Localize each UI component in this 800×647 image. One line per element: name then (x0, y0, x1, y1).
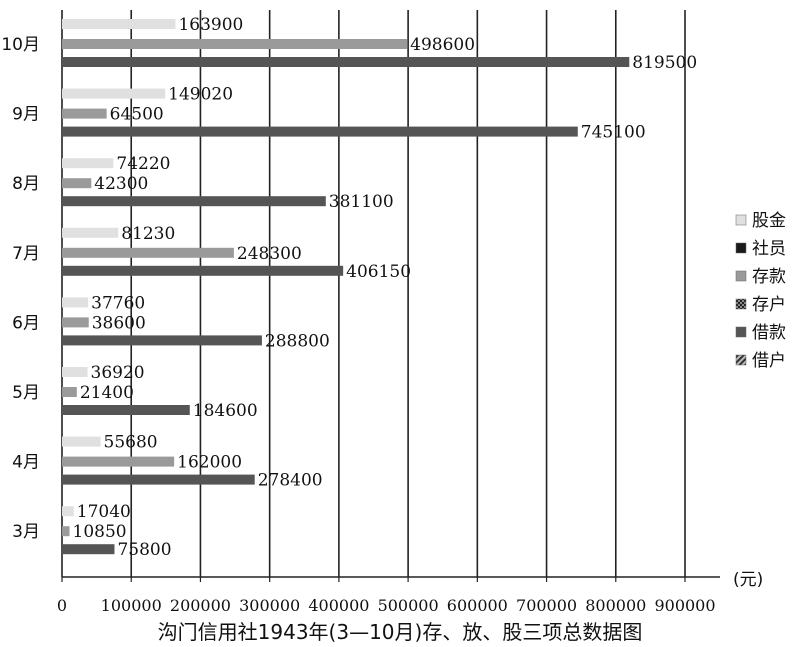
legend-label: 社员 (752, 239, 786, 259)
category-label: 3月 (12, 522, 40, 542)
legend-label: 存户 (752, 295, 786, 315)
bar (62, 544, 115, 555)
value-label: 81230 (121, 224, 175, 244)
bar (62, 158, 114, 169)
x-tick-label: 200000 (170, 596, 231, 615)
bars (62, 19, 630, 555)
category-label: 6月 (12, 313, 40, 333)
value-label: 745100 (581, 123, 646, 143)
value-label: 17040 (77, 502, 131, 522)
legend-label: 借户 (752, 351, 786, 371)
category-labels: 10月 9月 8月 7月 6月 5月 4月 3月 (1, 35, 40, 542)
legend-label: 存款 (752, 267, 786, 287)
category-label: 5月 (12, 383, 40, 403)
bar (62, 19, 176, 29)
value-label: 37760 (91, 293, 145, 313)
value-label: 248300 (237, 244, 302, 264)
bar (62, 196, 326, 207)
x-tick-label: 600000 (447, 596, 508, 615)
category-label: 7月 (12, 244, 40, 264)
value-label: 819500 (632, 53, 697, 73)
value-label: 162000 (177, 453, 242, 473)
category-label: 9月 (12, 105, 40, 125)
legend-swatch (735, 326, 747, 338)
bar (62, 474, 255, 485)
value-label: 278400 (258, 471, 323, 491)
bar (62, 367, 88, 377)
bar (62, 108, 107, 119)
value-label: 75800 (117, 540, 171, 560)
value-label: 74220 (116, 154, 170, 174)
value-label: 381100 (329, 192, 394, 212)
bar (62, 178, 92, 189)
bar (62, 297, 89, 308)
category-label: 4月 (12, 453, 40, 473)
x-tick-label: 900000 (654, 596, 715, 615)
x-tick-label: 800000 (585, 596, 646, 615)
bar (62, 335, 262, 346)
bar (62, 387, 77, 397)
unit-label: (元) (733, 570, 763, 590)
value-label: 163900 (178, 15, 243, 35)
x-tick-label: 500000 (378, 596, 439, 615)
chart-caption: 沟门信用社1943年(3—10月)存、放、股三项总数据图 (157, 620, 643, 644)
bar (62, 405, 190, 415)
gridlines (130, 10, 686, 577)
value-label: 38600 (92, 313, 146, 333)
bar (62, 506, 74, 517)
x-tick-label: 400000 (308, 596, 369, 615)
bar (62, 456, 175, 467)
legend-swatch (735, 354, 747, 366)
legend-swatch (735, 242, 747, 254)
bar (62, 126, 578, 137)
category-label: 8月 (12, 174, 40, 194)
x-tick-labels: 0 100000 200000 300000 400000 500000 600000 700… (57, 596, 716, 615)
value-label: 36920 (91, 363, 145, 383)
value-label: 288800 (265, 331, 330, 351)
x-tick-label: 700000 (516, 596, 577, 615)
value-label: 21400 (80, 383, 134, 403)
bar (62, 436, 101, 447)
bar (62, 57, 630, 67)
bar (62, 265, 344, 276)
value-label: 149020 (168, 85, 233, 105)
value-label: 10850 (73, 522, 127, 542)
value-label: 64500 (110, 105, 164, 125)
bar (62, 317, 89, 328)
bar (62, 39, 408, 49)
x-tick-label: 0 (57, 596, 67, 615)
bar (62, 247, 234, 258)
legend-swatch (735, 270, 747, 282)
bar (62, 526, 70, 537)
legend-label: 借款 (752, 323, 786, 343)
x-tick-label: 100000 (101, 596, 162, 615)
bar (62, 227, 119, 238)
category-label: 10月 (1, 35, 40, 55)
value-label: 406150 (346, 262, 411, 282)
legend-swatch (735, 214, 747, 226)
value-label: 184600 (193, 401, 258, 421)
bar (62, 88, 166, 99)
x-tick-label: 300000 (239, 596, 300, 615)
value-label: 42300 (94, 174, 148, 194)
legend-label: 股金 (752, 211, 786, 231)
value-label: 498600 (410, 35, 475, 55)
legend-swatch (735, 298, 747, 310)
value-label: 55680 (104, 433, 158, 453)
